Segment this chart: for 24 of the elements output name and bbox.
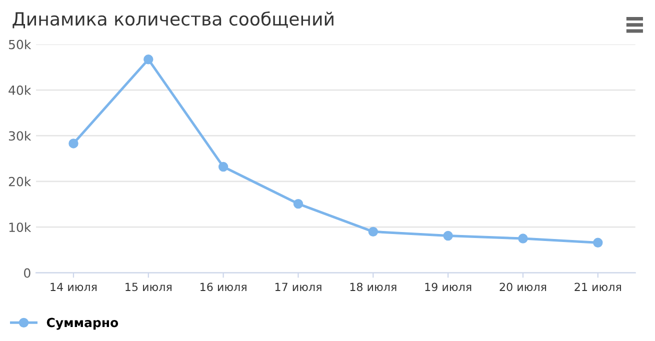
y-tick-label: 20k xyxy=(8,176,32,186)
chart-title: Динамика количества сообщений xyxy=(12,11,334,28)
y-tick-label: 30k xyxy=(8,130,32,141)
point xyxy=(593,238,603,248)
y-tick-label: 50k xyxy=(8,40,32,50)
point xyxy=(218,162,228,172)
x-tick-label: 21 июля xyxy=(574,282,621,292)
y-tick-label: 10k xyxy=(9,222,32,232)
point xyxy=(368,226,378,237)
x-tick-label: 20 июля xyxy=(500,282,546,292)
x-tick-label: 16 июля xyxy=(200,282,246,292)
point xyxy=(144,54,154,64)
x-tick-label: 17 июля xyxy=(275,282,322,292)
x-tick-label: 19 июля xyxy=(425,282,472,292)
legend-label: Суммарно xyxy=(46,318,118,330)
y-tick-label: 40k xyxy=(8,85,32,95)
point xyxy=(293,198,304,209)
point xyxy=(68,138,78,148)
x-tick-label: 18 июля xyxy=(350,282,396,292)
point xyxy=(443,230,453,241)
point xyxy=(518,234,528,244)
x-tick-label: 15 июля xyxy=(126,282,172,292)
x-tick-label: 14 июля xyxy=(50,282,97,292)
y-tick-label: 0 xyxy=(24,268,30,278)
